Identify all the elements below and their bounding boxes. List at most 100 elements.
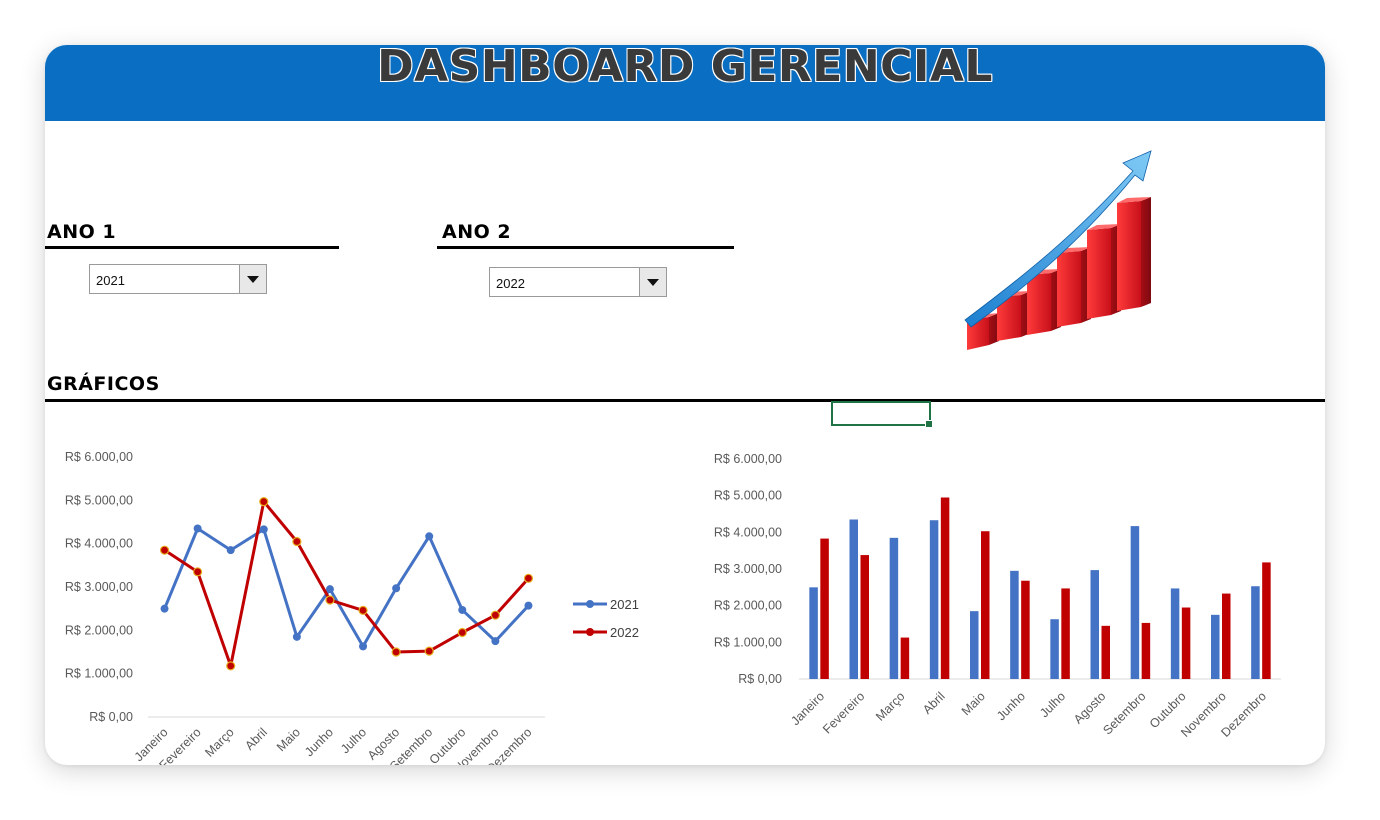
bar-2022 — [981, 531, 990, 679]
y-tick-label: R$ 5.000,00 — [65, 493, 133, 507]
header-banner: DASHBOARD GERENCIAL — [45, 45, 1325, 121]
data-point — [491, 637, 500, 646]
year2-select-value: 2022 — [496, 276, 525, 291]
bar-2022 — [1141, 622, 1151, 679]
x-tick-label: Julho — [1037, 689, 1068, 720]
data-point — [193, 567, 203, 577]
data-point — [325, 585, 334, 594]
x-tick-label: Agosto — [1071, 689, 1108, 726]
bar-2021 — [1211, 614, 1220, 679]
series-line-2022 — [163, 500, 530, 668]
fill-handle[interactable] — [925, 420, 933, 428]
y-tick-label: R$ 4.000,00 — [714, 525, 782, 539]
x-tick-label: Março — [202, 725, 236, 759]
selected-cell[interactable] — [831, 401, 933, 428]
legend-marker-2022 — [586, 628, 594, 636]
data-point — [160, 604, 169, 613]
x-tick-label: Abril — [920, 689, 948, 717]
dashboard-card: DASHBOARD GERENCIAL ANO 1 2021 ANO 2 202… — [45, 45, 1325, 765]
chevron-down-icon — [247, 276, 259, 283]
section-rule — [45, 399, 1325, 402]
y-tick-label: R$ 4.000,00 — [65, 537, 133, 551]
legend-marker-2021 — [586, 600, 594, 608]
data-point — [490, 610, 500, 620]
y-tick-label: R$ 5.000,00 — [714, 489, 782, 503]
data-point — [425, 532, 434, 541]
page-title: DASHBOARD GERENCIAL — [377, 45, 993, 92]
y-tick-label: R$ 3.000,00 — [65, 580, 133, 594]
bar-2022 — [940, 497, 950, 679]
chevron-down-icon — [647, 279, 659, 286]
y-tick-label: R$ 0,00 — [89, 710, 133, 724]
x-tick-label: Setembro — [1100, 689, 1148, 737]
x-tick-label: Fevereiro — [820, 689, 867, 736]
data-point — [292, 536, 302, 547]
x-tick-label: Julho — [338, 725, 369, 756]
bar-2022 — [1101, 625, 1110, 679]
series-line-2021 — [163, 527, 530, 648]
bar-2022 — [900, 637, 910, 679]
bar-2021 — [1010, 570, 1019, 679]
year1-select[interactable]: 2021 — [89, 264, 267, 294]
bar-2021 — [1090, 570, 1099, 679]
data-point — [524, 601, 533, 610]
data-point — [391, 647, 401, 657]
section-title: GRÁFICOS — [47, 373, 160, 395]
year2-label: ANO 2 — [442, 221, 512, 243]
bar-2021 — [849, 519, 858, 679]
bar-2022 — [1021, 580, 1030, 679]
bar-2021 — [809, 587, 818, 679]
bar-2022 — [1222, 593, 1231, 679]
growth-bars — [967, 197, 1151, 350]
data-point — [159, 545, 170, 555]
bar-2021 — [1130, 526, 1140, 679]
bar-chart: R$ 0,00 R$ 1.000,00 R$ 2.000,00 R$ 3.000,00… — [714, 452, 1281, 740]
bar-2021 — [1251, 586, 1260, 679]
bar-2022 — [1061, 588, 1070, 679]
data-point — [259, 525, 268, 534]
x-tick-label: Maio — [959, 689, 988, 718]
growth-arrow — [964, 150, 1152, 328]
bar-2022 — [1181, 607, 1191, 679]
bar-2021 — [970, 611, 979, 679]
y-tick-label: R$ 6.000,00 — [714, 452, 782, 466]
data-point — [358, 605, 368, 615]
data-point — [523, 573, 534, 583]
legend-label: 2022 — [610, 625, 639, 640]
y-tick-label: R$ 6.000,00 — [65, 450, 133, 464]
year1-rule — [45, 246, 339, 249]
x-tick-label: Junho — [994, 689, 1028, 723]
bar-2021 — [1050, 619, 1059, 679]
x-tick-label: Janeiro — [788, 689, 827, 728]
bar-2021 — [889, 537, 899, 679]
x-tick-label: Abril — [242, 725, 270, 753]
data-point — [392, 584, 401, 593]
year2-dropdown-button[interactable] — [639, 267, 667, 297]
data-point — [325, 595, 335, 605]
data-point — [359, 642, 368, 651]
data-point — [259, 497, 269, 507]
data-point — [292, 632, 301, 641]
y-tick-label: R$ 1.000,00 — [65, 667, 133, 681]
year1-dropdown-button[interactable] — [239, 264, 267, 294]
x-tick-label: Junho — [302, 725, 336, 759]
bar-2021 — [1170, 588, 1180, 679]
year2-rule — [437, 246, 734, 249]
bar-2022 — [1262, 562, 1271, 679]
bar-2021 — [929, 520, 939, 679]
y-tick-label: R$ 3.000,00 — [714, 562, 782, 576]
y-tick-label: R$ 2.000,00 — [65, 623, 133, 637]
y-tick-label: R$ 0,00 — [738, 672, 782, 686]
y-tick-label: R$ 1.000,00 — [714, 635, 782, 649]
data-point — [458, 605, 467, 614]
legend-label: 2021 — [610, 597, 639, 612]
data-point — [193, 524, 202, 533]
year2-select[interactable]: 2022 — [489, 267, 667, 297]
x-tick-label: Maio — [274, 725, 303, 754]
data-point — [457, 627, 467, 638]
x-tick-label: Março — [873, 689, 907, 723]
year1-select-value: 2021 — [96, 273, 125, 288]
year1-label: ANO 1 — [47, 221, 117, 243]
bar-2022 — [820, 538, 829, 679]
data-point — [226, 661, 236, 671]
